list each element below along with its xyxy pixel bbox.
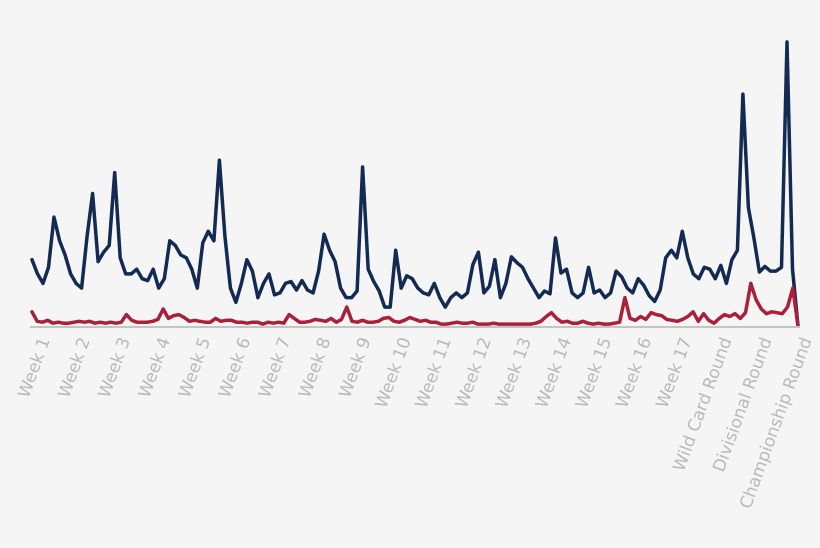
series-line-2 [30, 281, 800, 328]
x-tick-label: Week 3 [95, 335, 135, 401]
series-line-1 [30, 40, 800, 328]
x-tick-label: Week 13 [492, 335, 536, 411]
x-tick-label: Week 17 [652, 335, 696, 411]
x-tick-label: Week 12 [452, 335, 496, 411]
x-tick-label: Week 8 [295, 335, 335, 401]
x-tick-label: Week 16 [612, 335, 656, 411]
x-tick-label: Week 14 [532, 335, 576, 411]
x-tick-label: Week 4 [135, 335, 175, 401]
x-tick-label: Week 7 [255, 335, 295, 401]
x-tick-label: Week 11 [412, 335, 456, 411]
x-tick-label: Week 1 [14, 335, 54, 401]
x-tick-label: Week 9 [335, 335, 375, 401]
x-tick-label: Week 2 [55, 335, 95, 401]
x-tick-label: Week 6 [215, 335, 255, 401]
x-tick-label: Week 5 [175, 335, 215, 401]
x-tick-label: Week 10 [372, 335, 416, 411]
x-tick-label: Week 15 [572, 335, 616, 411]
